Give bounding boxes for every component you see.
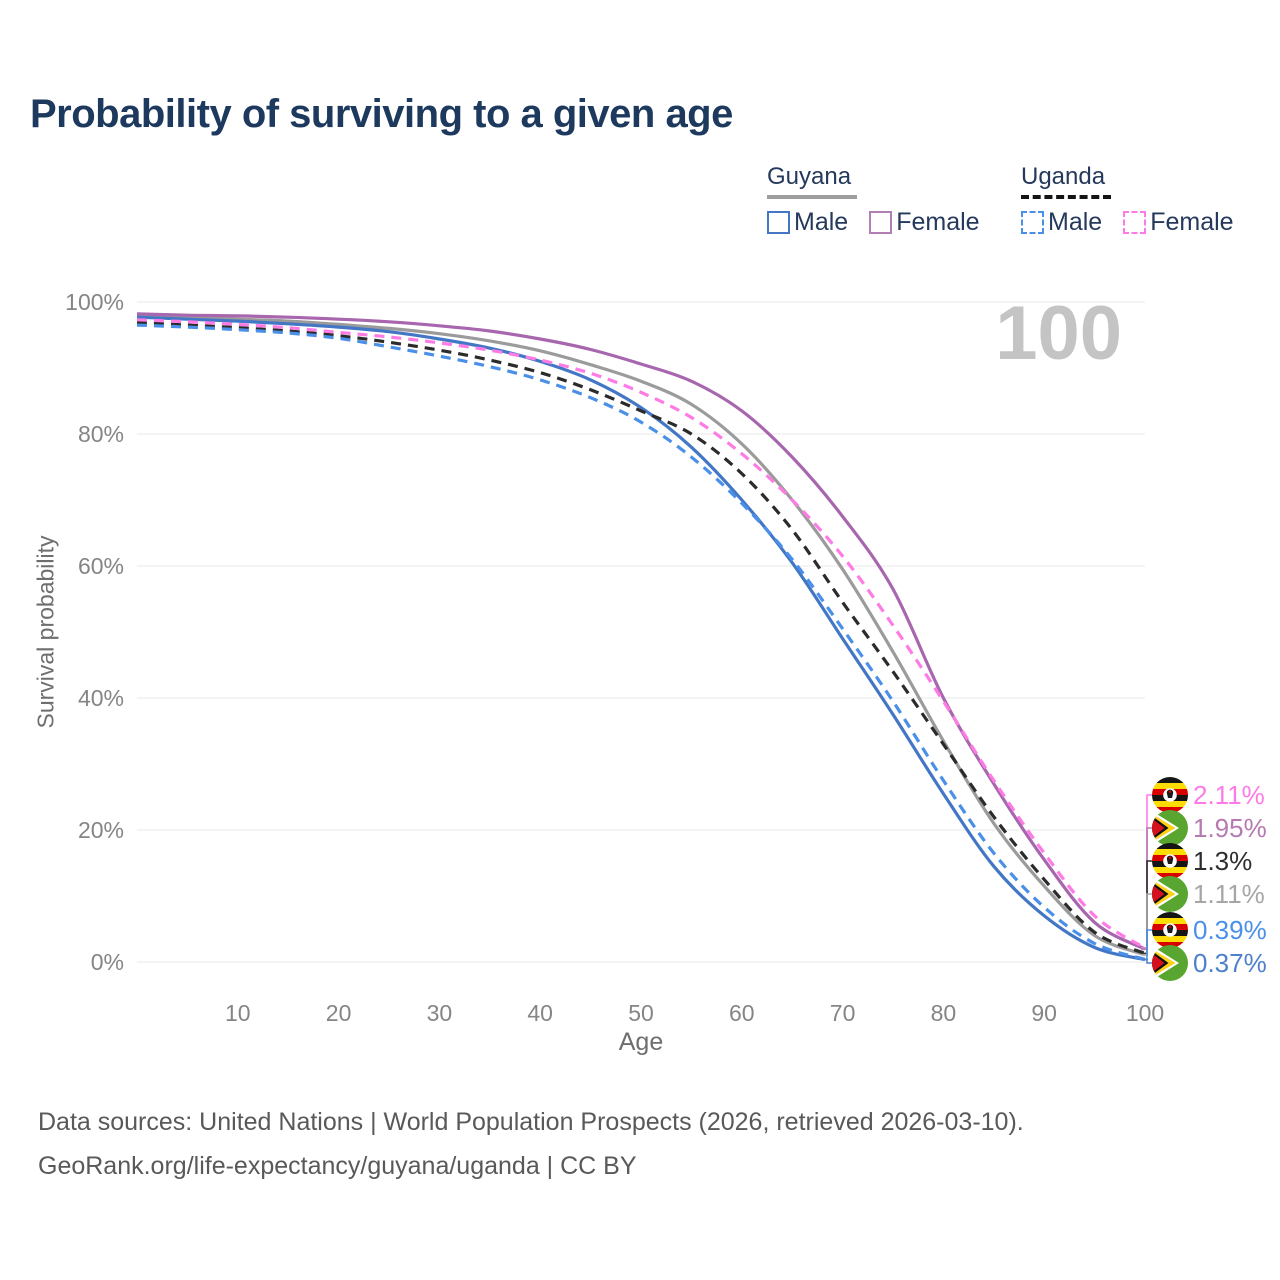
end-label-value: 0.37% xyxy=(1193,947,1267,978)
legend-item-label: Male xyxy=(794,208,849,236)
x-axis-title: Age xyxy=(618,1028,664,1056)
end-label-uganda-female: 2.11% xyxy=(1152,777,1265,813)
legend-item-label: Male xyxy=(1048,208,1103,236)
end-label-uganda-total: 1.3% xyxy=(1152,843,1252,879)
footer-license: GeoRank.org/life-expectancy/guyana/ugand… xyxy=(38,1152,637,1180)
legend-item-label: Female xyxy=(1150,208,1234,236)
y-tick-label: 60% xyxy=(78,553,124,579)
uganda-male-swatch-icon xyxy=(1021,211,1044,234)
series-line-guyana-male[interactable] xyxy=(136,315,1146,962)
legend-item-guyana-female[interactable]: Female xyxy=(869,208,980,237)
x-tick-label: 70 xyxy=(830,1000,856,1026)
end-label-guyana-male: 0.37% xyxy=(1152,945,1267,981)
uganda-flag-icon xyxy=(1152,777,1188,813)
legend-item-uganda-female[interactable]: Female xyxy=(1123,208,1234,237)
guyana-male-swatch-icon xyxy=(767,211,790,234)
series-line-uganda-male[interactable] xyxy=(136,323,1146,961)
x-tick-label: 60 xyxy=(729,1000,755,1026)
end-label-connector xyxy=(1141,893,1153,956)
y-tick-label: 100% xyxy=(65,289,124,315)
legend-group-uganda-title: Uganda xyxy=(1021,163,1111,199)
guyana-flag-icon xyxy=(1152,945,1188,981)
guyana-flag-icon xyxy=(1152,810,1188,846)
end-label-value: 1.11% xyxy=(1193,878,1265,909)
x-tick-label: 50 xyxy=(628,1000,654,1026)
x-tick-label: 40 xyxy=(527,1000,553,1026)
footer-sources: Data sources: United Nations | World Pop… xyxy=(38,1108,1024,1136)
x-tick-label: 90 xyxy=(1031,1000,1057,1026)
series-line-uganda-total[interactable] xyxy=(136,320,1146,955)
x-tick-label: 100 xyxy=(1126,1000,1164,1026)
y-tick-label: 80% xyxy=(78,421,124,447)
end-label-connector xyxy=(1141,958,1153,964)
legend-group-guyana-title: Guyana xyxy=(767,163,857,199)
end-label-value: 1.95% xyxy=(1193,812,1267,843)
series-line-guyana-female[interactable] xyxy=(136,312,1146,951)
page-title: Probability of surviving to a given age xyxy=(30,92,733,136)
legend-group-guyana: Guyana Male Female xyxy=(767,163,1001,237)
end-label-guyana-female: 1.95% xyxy=(1152,810,1267,846)
age-watermark: 100 xyxy=(995,291,1122,376)
x-tick-label: 30 xyxy=(427,1000,453,1026)
legend-item-uganda-male[interactable]: Male xyxy=(1021,208,1102,237)
y-tick-label: 20% xyxy=(78,817,124,843)
uganda-flag-icon xyxy=(1152,843,1188,879)
end-label-value: 0.39% xyxy=(1193,914,1267,945)
series-line-guyana-total[interactable] xyxy=(136,314,1146,957)
y-tick-label: 40% xyxy=(78,685,124,711)
legend-item-label: Female xyxy=(896,208,980,236)
uganda-female-swatch-icon xyxy=(1123,211,1147,234)
x-tick-label: 80 xyxy=(931,1000,957,1026)
legend-item-guyana-male[interactable]: Male xyxy=(767,208,848,237)
end-label-guyana-total: 1.11% xyxy=(1152,876,1265,912)
legend-group-uganda: Uganda Male Female xyxy=(1021,163,1255,237)
guyana-flag-icon xyxy=(1152,876,1188,912)
x-tick-label: 10 xyxy=(225,1000,251,1026)
series-line-uganda-female[interactable] xyxy=(136,318,1146,950)
end-label-value: 2.11% xyxy=(1193,779,1265,810)
uganda-flag-icon xyxy=(1152,912,1188,948)
x-tick-label: 20 xyxy=(326,1000,352,1026)
end-label-value: 1.3% xyxy=(1193,845,1253,876)
end-label-uganda-male: 0.39% xyxy=(1152,912,1267,948)
guyana-female-swatch-icon xyxy=(869,211,893,234)
y-tick-label: 0% xyxy=(91,949,124,975)
